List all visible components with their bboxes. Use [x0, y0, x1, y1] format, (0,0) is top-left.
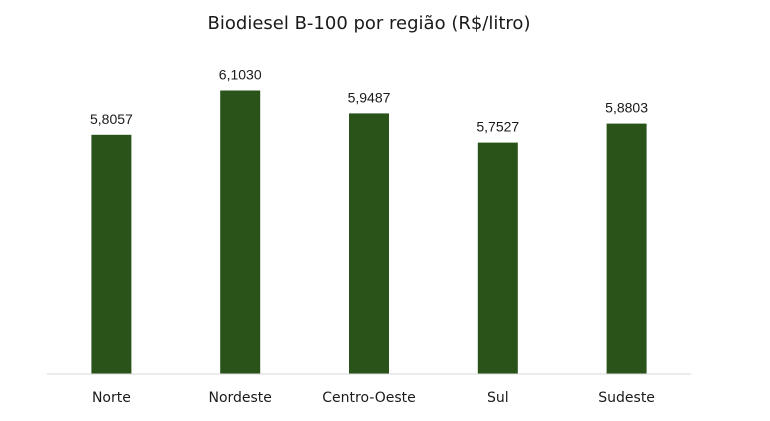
- bar-sul: [477, 142, 518, 374]
- labels-layer: 5,8057 Norte 6,1030 Nordeste 5,9487 Centro-Oe…: [90, 67, 655, 407]
- data-label: 5,7527: [476, 119, 519, 135]
- category-label: Sudeste: [598, 390, 655, 406]
- chart-title: Biodiesel B-100 por região (R$/litro): [208, 13, 531, 34]
- bar-norte: [91, 134, 132, 374]
- category-label: Centro-Oeste: [322, 390, 416, 406]
- data-label: 5,9487: [348, 89, 391, 105]
- bar-nordeste: [220, 90, 261, 374]
- category-label: Nordeste: [208, 390, 271, 406]
- bar-sudeste: [606, 123, 647, 374]
- data-label: 6,1030: [219, 67, 262, 83]
- bar-centro-oeste: [349, 113, 389, 375]
- category-label: Norte: [92, 390, 131, 406]
- data-label: 5,8803: [605, 100, 648, 116]
- category-label: Sul: [487, 390, 509, 406]
- bars-layer: [91, 90, 647, 375]
- data-label: 5,8057: [90, 111, 133, 127]
